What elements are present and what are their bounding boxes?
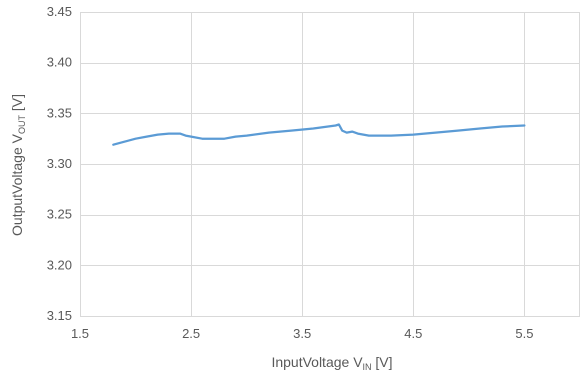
x-axis-title-main: InputVoltage V: [271, 354, 363, 370]
y-tick-label: 3.45: [47, 4, 72, 19]
y-tick-label: 3.20: [47, 257, 72, 272]
x-axis-title-unit: [V]: [372, 354, 393, 370]
y-axis-title-unit: [V]: [9, 94, 25, 115]
tick-labels: 3.15 3.20 3.25 3.30 3.35 3.40 3.45 1.5 2.5 3.5 4.5…: [47, 4, 534, 341]
x-tick-label: 4.5: [404, 326, 422, 341]
x-axis-title: InputVoltage VIN [V]: [271, 354, 392, 372]
series-line: [112, 123, 526, 146]
y-tick-label: 3.25: [47, 207, 72, 222]
x-tick-label: 5.5: [515, 326, 533, 341]
y-tick-label: 3.40: [47, 55, 72, 70]
x-axis-title-subscript: IN: [363, 362, 372, 372]
x-tick-label: 1.5: [71, 326, 89, 341]
y-axis-title-subscript: OUT: [17, 115, 27, 135]
y-tick-label: 3.35: [47, 105, 72, 120]
x-tick-label: 2.5: [182, 326, 200, 341]
x-tick-label: 3.5: [293, 326, 311, 341]
y-axis-title-main: OutputVoltage V: [9, 133, 25, 236]
y-tick-label: 3.30: [47, 156, 72, 171]
grid: [80, 12, 580, 316]
y-tick-label: 3.15: [47, 308, 72, 323]
axes: [80, 12, 580, 317]
y-axis-title: OutputVoltage VOUT [V]: [9, 94, 27, 236]
series: [112, 123, 526, 146]
